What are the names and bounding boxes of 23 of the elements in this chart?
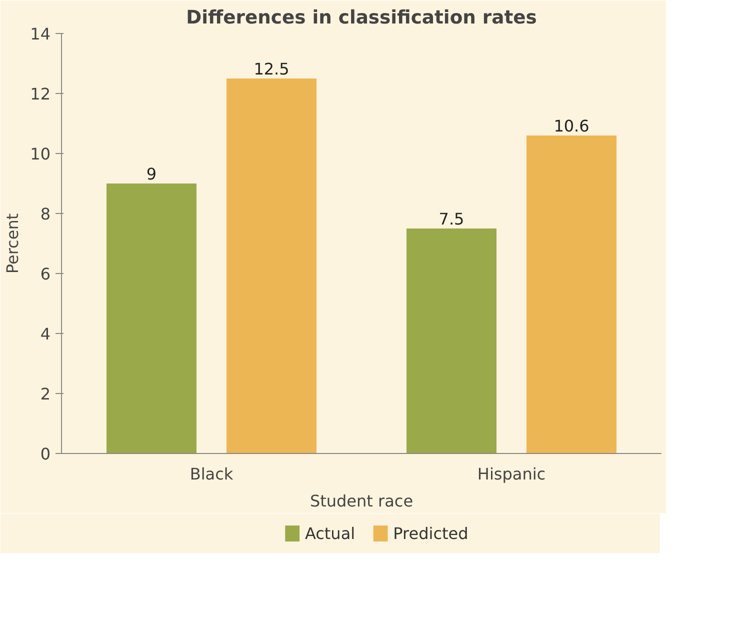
y-axis-title: Percent — [3, 213, 22, 274]
bar — [106, 184, 196, 454]
data-label: 7.5 — [438, 210, 464, 228]
data-label: 10.6 — [554, 116, 590, 136]
legend-label: Actual — [304, 524, 356, 543]
y-tick-label: 6 — [40, 264, 51, 284]
y-tick-label: 12 — [30, 84, 50, 104]
y-tick-label: 14 — [30, 24, 50, 44]
bar — [526, 136, 616, 454]
y-tick-label: 0 — [40, 444, 51, 464]
chart-title: Differences in classification rates — [186, 8, 537, 28]
x-axis-title: Student race — [310, 492, 414, 510]
y-tick-label: 8 — [40, 204, 51, 224]
x-tick-label: Black — [190, 464, 234, 484]
y-tick-label: 2 — [40, 384, 51, 404]
data-label: 9 — [146, 164, 157, 184]
bar — [226, 78, 316, 454]
y-tick-label: 4 — [40, 324, 51, 344]
legend-label: Predicted — [393, 524, 468, 543]
x-tick-label: Hispanic — [477, 464, 546, 484]
data-label: 12.5 — [254, 60, 290, 78]
bar — [406, 228, 496, 454]
y-tick-label: 10 — [30, 144, 50, 164]
